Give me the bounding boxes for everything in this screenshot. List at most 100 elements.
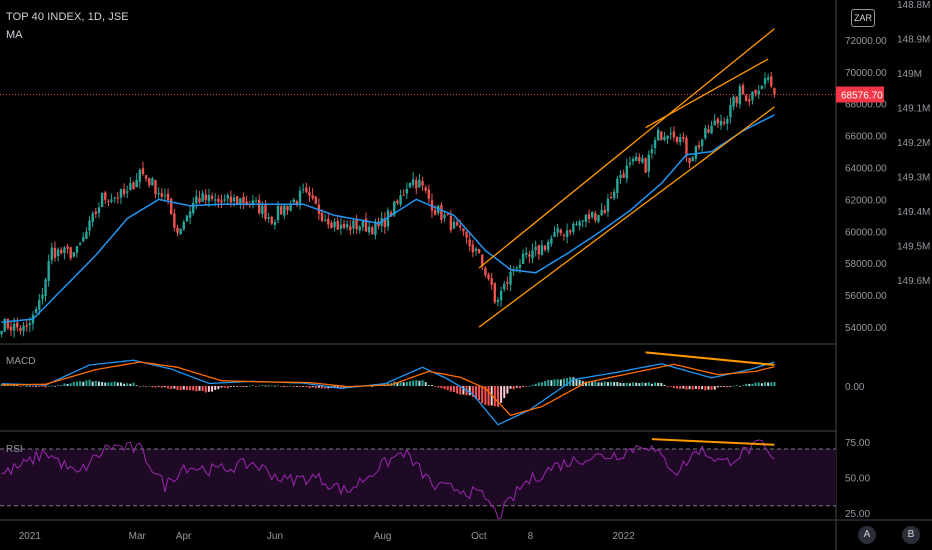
log-scale-button[interactable]: B <box>902 526 920 544</box>
candle-body <box>141 168 145 174</box>
histogram-bar <box>94 380 97 387</box>
histogram-bar <box>182 386 185 390</box>
histogram-bar <box>314 386 317 389</box>
candle-body <box>56 249 60 257</box>
candle-body <box>669 133 672 135</box>
histogram-bar <box>211 386 214 392</box>
histogram-bar <box>713 386 716 390</box>
rsi-tick-label: 50.00 <box>845 473 870 484</box>
candle-body <box>386 210 390 227</box>
histogram-bar <box>566 378 569 387</box>
histogram-bar <box>273 385 276 387</box>
candle-body <box>53 247 57 258</box>
indicator-label[interactable]: MA <box>6 29 23 41</box>
histogram-bar <box>53 385 56 387</box>
histogram-bar <box>91 381 94 387</box>
histogram-bar <box>145 386 148 387</box>
histogram-bar <box>735 385 738 387</box>
histogram-bar <box>163 386 166 388</box>
candle-body <box>600 209 603 216</box>
histogram-bar <box>625 382 628 387</box>
candle-body <box>455 221 459 226</box>
histogram-bar <box>547 379 550 387</box>
histogram-bar <box>647 382 650 387</box>
histogram-bar <box>75 381 78 387</box>
histogram-bar <box>509 386 512 389</box>
histogram-bar <box>462 386 465 395</box>
histogram-bar <box>443 386 446 390</box>
candle-body <box>666 135 669 139</box>
auto-scale-button[interactable]: A <box>858 526 876 544</box>
candle-body <box>94 211 98 215</box>
rsi-band <box>0 449 836 506</box>
candle-body <box>327 218 330 225</box>
candle-body <box>550 238 553 244</box>
price-tick-label: 64000.00 <box>845 164 887 175</box>
candle-body <box>63 247 66 253</box>
candle-body <box>584 214 588 222</box>
histogram-bar <box>204 386 207 393</box>
histogram-bar <box>19 386 22 387</box>
histogram-bar <box>255 386 258 387</box>
candle-body <box>160 192 163 197</box>
candle-body <box>534 246 537 251</box>
candle-body <box>741 85 745 95</box>
candle-body <box>471 244 475 253</box>
candle-body <box>283 205 286 216</box>
candle-body <box>129 183 132 190</box>
candle-body <box>537 245 541 255</box>
candle-body <box>440 204 443 220</box>
candle-body <box>311 195 314 199</box>
histogram-bar <box>770 382 773 387</box>
candle-body <box>217 198 220 202</box>
candle-body <box>185 215 189 222</box>
candle-body <box>151 178 154 186</box>
candle-body <box>591 211 594 218</box>
histogram-bar <box>427 384 430 387</box>
histogram-bar <box>622 383 625 387</box>
candle-body <box>726 118 729 124</box>
candle-body <box>345 224 349 228</box>
candle-body <box>144 175 148 179</box>
candle-body <box>104 192 107 200</box>
candle-body <box>235 196 239 204</box>
currency-badge[interactable]: ZAR <box>851 9 875 27</box>
candle-body <box>166 193 170 201</box>
candle-body <box>210 195 214 199</box>
histogram-bar <box>553 379 556 387</box>
candle-body <box>754 90 757 94</box>
candle-body <box>333 221 336 228</box>
histogram-bar <box>496 386 499 407</box>
histogram-bar <box>584 381 587 387</box>
histogram-bar <box>710 386 713 390</box>
candle-body <box>697 145 701 148</box>
histogram-bar <box>44 386 47 388</box>
histogram-bar <box>701 386 704 390</box>
histogram-bar <box>280 386 283 387</box>
candle-body <box>301 189 305 191</box>
candle-body <box>179 228 182 235</box>
candle-body <box>60 249 63 254</box>
histogram-bar <box>632 382 635 387</box>
histogram-bar <box>82 381 85 387</box>
histogram-bar <box>236 386 239 387</box>
candle-body <box>515 267 519 269</box>
last-price-badge <box>836 86 884 103</box>
histogram-bar <box>16 385 19 387</box>
histogram-bar <box>522 386 525 387</box>
histogram-bar <box>726 386 729 388</box>
histogram-bar <box>628 383 631 387</box>
histogram-bar <box>57 385 60 387</box>
candle-body <box>276 205 280 221</box>
histogram-bar <box>223 386 226 388</box>
histogram-bar <box>610 381 613 387</box>
candle-body <box>198 198 201 203</box>
histogram-bar <box>660 382 663 387</box>
histogram-bar <box>13 384 16 387</box>
histogram-bar <box>214 386 217 390</box>
candle-body <box>691 157 694 162</box>
histogram-bar <box>688 386 691 390</box>
histogram-bar <box>613 382 616 387</box>
candle-body <box>744 95 748 102</box>
